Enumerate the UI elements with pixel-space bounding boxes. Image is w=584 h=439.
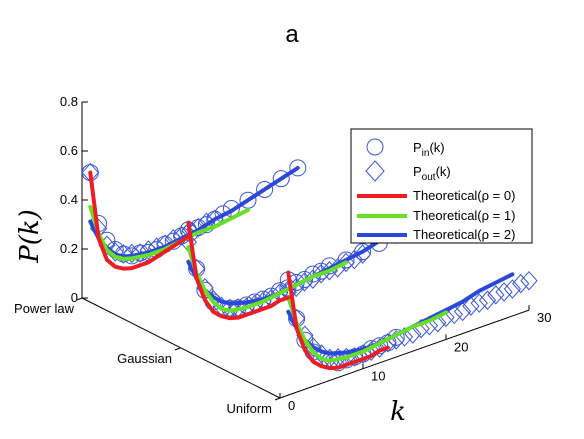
- pout-marker: [353, 244, 372, 264]
- depth-tick-mark: [76, 297, 83, 301]
- axis-ticks: 0 0.2 0.4 0.6 0.8 0 10 20 30 Power law Gaussian Uni…: [14, 94, 551, 416]
- pin-marker: [256, 180, 274, 198]
- depth-tick-mark: [274, 397, 281, 401]
- pin-marker: [289, 159, 307, 177]
- depth-axis-line: [81, 297, 281, 399]
- y-axis-label: P(k): [15, 209, 45, 264]
- x-tick-label: 20: [454, 339, 468, 354]
- legend-pin-sub: in: [422, 148, 430, 159]
- legend-pin-label: Pin(k): [413, 140, 445, 159]
- legend-pout-label: Pout(k): [413, 164, 451, 183]
- pout-marker: [520, 270, 538, 291]
- depth-tick-label: Gaussian: [117, 351, 172, 366]
- theoretical-line: [186, 245, 348, 313]
- depth-tick-label: Power law: [14, 301, 75, 316]
- pout-marker: [462, 296, 480, 316]
- legend-rho1-label: Theoretical(ρ = 1): [413, 208, 515, 223]
- pout-marker: [512, 273, 530, 294]
- pout-marker: [503, 279, 522, 299]
- theoretical-line: [88, 170, 192, 271]
- x-axis-label: k: [390, 397, 406, 427]
- legend-pout-marker: [365, 160, 385, 182]
- pout-marker: [114, 244, 133, 264]
- y-tick-label: 0.8: [60, 94, 78, 109]
- legend-rho0-label: Theoretical(ρ = 0): [413, 188, 515, 203]
- theoretical-line: [286, 270, 390, 371]
- pout-marker: [445, 304, 463, 325]
- depth-tick-mark: [174, 347, 181, 351]
- legend-pout-sub: out: [422, 172, 436, 183]
- legend-pout-suffix: (k): [436, 164, 451, 179]
- pout-marker: [453, 301, 472, 322]
- theoretical-line: [286, 295, 448, 363]
- theoretical-line: [88, 165, 300, 259]
- chart-title: a: [285, 21, 299, 48]
- y-tick-label: 0.6: [60, 143, 78, 158]
- pout-marker: [139, 240, 158, 260]
- x-axis-line: [279, 309, 530, 399]
- pout-marker: [478, 290, 497, 311]
- pout-marker: [470, 293, 488, 313]
- legend-pin-marker: [366, 138, 384, 156]
- pout-marker: [495, 282, 513, 302]
- pout-marker: [487, 285, 505, 305]
- depth-tick-label: Uniform: [226, 401, 272, 416]
- pout-marker: [131, 243, 149, 263]
- series-layer: [81, 159, 538, 372]
- pout-marker: [172, 226, 191, 246]
- legend-pout-main: P: [413, 164, 422, 179]
- legend-pin-main: P: [413, 140, 422, 155]
- pin-marker: [272, 170, 290, 188]
- y-tick-label: 0: [71, 290, 78, 305]
- x-tick-label: 10: [371, 369, 385, 384]
- theoretical-line: [186, 220, 290, 321]
- y-tick-label: 0.2: [60, 241, 78, 256]
- legend-rho2-label: Theoretical(ρ = 2): [413, 227, 515, 242]
- chart-legend: Pin(k) Pout(k) Theoretical(ρ = 0) Theore…: [350, 128, 533, 244]
- legend-box: [350, 128, 533, 244]
- theoretical-line: [88, 204, 250, 261]
- legend-pin-suffix: (k): [429, 140, 444, 155]
- x-tick-label: 0: [288, 398, 295, 413]
- y-tick-label: 0.4: [60, 192, 78, 207]
- pout-marker: [123, 243, 141, 264]
- x-tick-label: 30: [537, 310, 551, 325]
